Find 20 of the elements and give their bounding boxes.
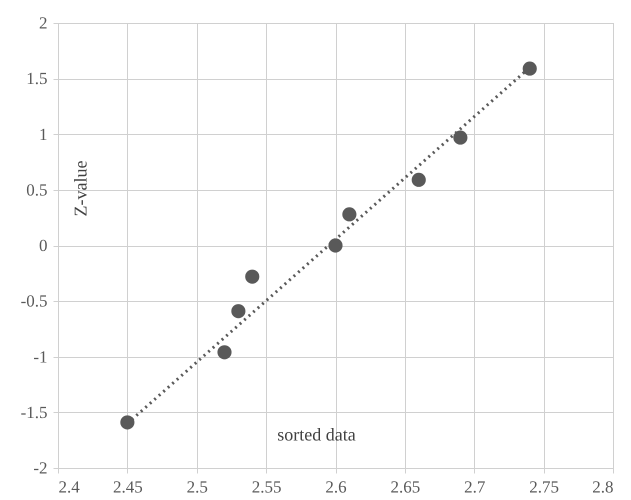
x-tick-label: 2.75 xyxy=(529,478,559,496)
x-tick-label: 2.4 xyxy=(58,478,80,496)
x-tick-label: 2.7 xyxy=(464,478,486,496)
y-tick-label: -1 xyxy=(33,347,48,366)
x-tick-label: 2.65 xyxy=(390,478,420,496)
y-tick-label: -2 xyxy=(33,458,48,478)
y-tick-label: -0.5 xyxy=(20,292,48,311)
x-tick-label: 2.45 xyxy=(113,478,143,496)
y-tick-label: 1.5 xyxy=(26,69,48,88)
y-tick-label: 0.5 xyxy=(26,180,48,200)
x-tick-label: 2.6 xyxy=(325,478,347,496)
y-tick-label: 2 xyxy=(39,14,48,32)
y-axis-title: Z-value xyxy=(70,160,90,216)
y-tick-label: 1 xyxy=(39,124,48,144)
x-tick-label: 2.5 xyxy=(186,478,208,496)
y-tick-label: -1.5 xyxy=(20,402,48,422)
y-tick-label: 0 xyxy=(39,236,48,255)
x-tick-label: 2.55 xyxy=(252,478,282,496)
x-tick-label: 2.8 xyxy=(592,478,614,496)
x-axis-title: sorted data xyxy=(277,424,356,444)
